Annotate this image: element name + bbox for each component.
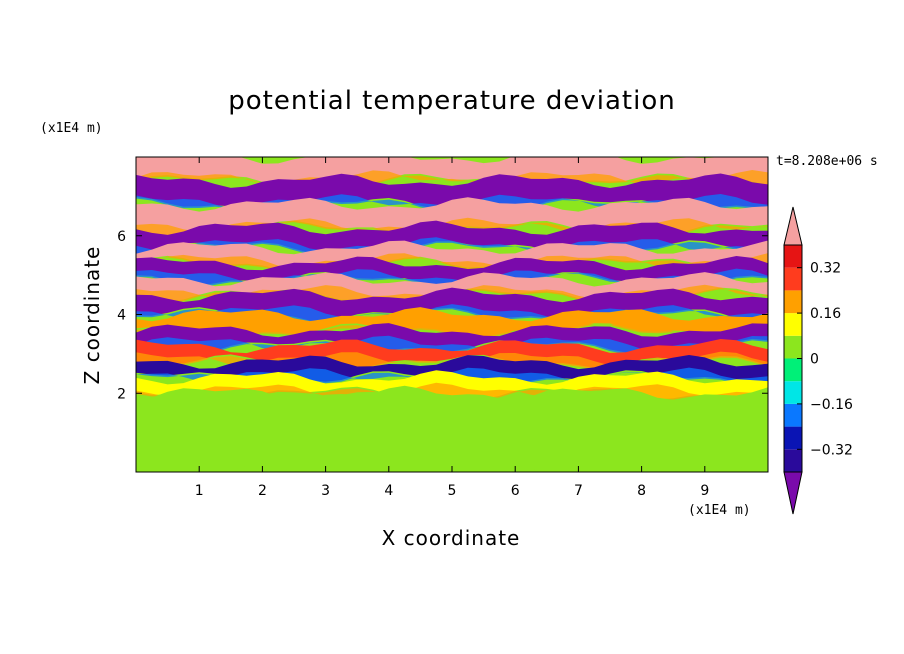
x-tick-label: 1 bbox=[195, 483, 204, 499]
contour-field bbox=[136, 157, 768, 472]
colorbar-segment bbox=[784, 403, 802, 427]
colorbar-segment bbox=[784, 381, 802, 404]
x-tick-label: 2 bbox=[258, 483, 267, 499]
x-tick-label: 5 bbox=[448, 483, 457, 499]
y-axis-unit: (x1E4 m) bbox=[40, 121, 103, 136]
colorbar-segment bbox=[784, 335, 802, 359]
colorbar-label: 0.32 bbox=[810, 261, 841, 277]
colorbar-segment bbox=[784, 358, 802, 382]
time-label: t=8.208e+06 s bbox=[776, 154, 878, 169]
colorbar-segment bbox=[784, 313, 802, 336]
contour-fringe bbox=[136, 304, 768, 324]
colorbar: 0.32 0.16 0 −0.16 −0.32 bbox=[783, 206, 853, 515]
x-axis-unit: (x1E4 m) bbox=[688, 503, 751, 518]
contour-fringe bbox=[136, 237, 768, 256]
colorbar-segment bbox=[784, 267, 802, 291]
x-axis-label: X coordinate bbox=[381, 526, 521, 550]
contour-fringe bbox=[136, 319, 768, 339]
contour-band bbox=[136, 256, 768, 287]
x-tick-label: 7 bbox=[574, 483, 583, 499]
colorbar-label: −0.16 bbox=[810, 397, 853, 413]
colorbar-segment bbox=[784, 449, 802, 472]
contour-fringe bbox=[136, 382, 768, 402]
colorbar-segment bbox=[784, 426, 802, 450]
y-tick-label: 4 bbox=[117, 308, 126, 324]
contour-band bbox=[136, 385, 768, 472]
x-tick-label: 9 bbox=[700, 483, 709, 499]
colorbar-over-arrow bbox=[783, 206, 803, 246]
colorbar-segment bbox=[784, 245, 802, 268]
y-axis: 2 4 6 bbox=[117, 229, 768, 402]
colorbar-label: 0.16 bbox=[810, 306, 841, 322]
contour-fringe bbox=[136, 335, 768, 355]
x-tick-label: 8 bbox=[637, 483, 646, 499]
colorbar-under-arrow bbox=[783, 471, 803, 515]
contour-fringe bbox=[136, 367, 768, 387]
colorbar-segment bbox=[784, 290, 802, 314]
contour-band bbox=[136, 307, 768, 338]
x-tick-label: 3 bbox=[321, 483, 330, 499]
colorbar-label: −0.32 bbox=[810, 442, 853, 458]
colorbar-label: 0 bbox=[810, 352, 819, 368]
y-tick-label: 2 bbox=[117, 386, 126, 402]
x-tick-label: 6 bbox=[511, 483, 520, 499]
chart-title: potential temperature deviation bbox=[228, 86, 676, 116]
y-tick-label: 6 bbox=[117, 229, 126, 245]
x-axis: 1 2 3 4 5 6 7 8 9 bbox=[195, 157, 709, 499]
x-tick-label: 4 bbox=[384, 483, 393, 499]
contour-band bbox=[136, 339, 768, 369]
